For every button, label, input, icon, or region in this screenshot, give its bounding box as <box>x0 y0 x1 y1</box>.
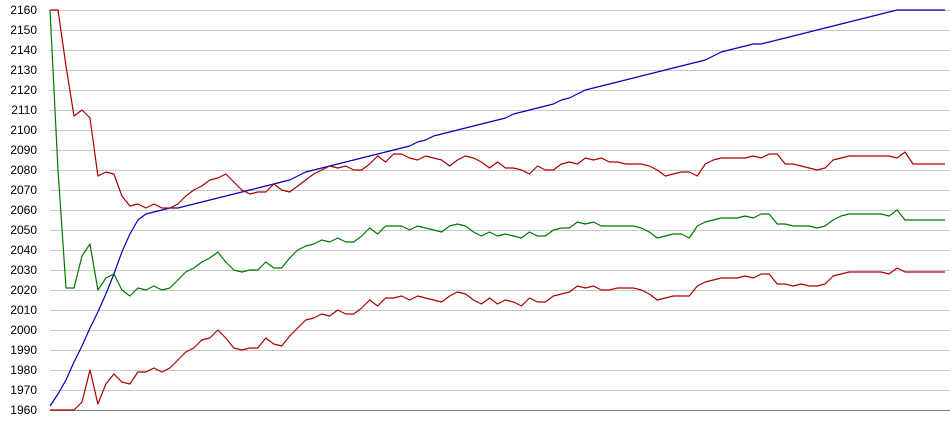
y-tick-label-1970: 1970 <box>10 383 37 397</box>
y-tick-label-2150: 2150 <box>10 23 37 37</box>
y-tick-label-2040: 2040 <box>10 243 37 257</box>
y-tick-label-2110: 2110 <box>11 103 37 117</box>
y-tick-label-2050: 2050 <box>10 223 37 237</box>
y-tick-label-2020: 2020 <box>10 283 37 297</box>
y-tick-label-1990: 1990 <box>10 343 37 357</box>
series-lines <box>49 9 945 411</box>
y-axis-tick-labels: 1960 1970 1980 1990 2000 2010 2020 2030 2040 2050… <box>10 3 37 417</box>
series-line-2 <box>50 9 945 209</box>
y-tick-label-2090: 2090 <box>10 143 37 157</box>
gridlines <box>50 10 950 411</box>
y-tick-label-2000: 2000 <box>10 323 37 337</box>
series-line-4 <box>50 267 945 411</box>
series-line-3 <box>49 9 945 297</box>
y-tick-label-1960: 1960 <box>10 403 37 417</box>
y-tick-label-2130: 2130 <box>10 63 37 77</box>
y-tick-label-2160: 2160 <box>10 3 37 17</box>
y-tick-label-1980: 1980 <box>10 363 37 377</box>
series-line-1 <box>49 9 945 407</box>
y-tick-label-2010: 2010 <box>10 303 37 317</box>
y-tick-label-2030: 2030 <box>10 263 37 277</box>
y-tick-label-2100: 2100 <box>10 123 37 137</box>
y-tick-label-2060: 2060 <box>10 203 37 217</box>
y-tick-label-2070: 2070 <box>10 183 37 197</box>
y-tick-label-2140: 2140 <box>10 43 37 57</box>
y-tick-label-2120: 2120 <box>10 83 37 97</box>
y-tick-label-2080: 2080 <box>10 163 37 177</box>
